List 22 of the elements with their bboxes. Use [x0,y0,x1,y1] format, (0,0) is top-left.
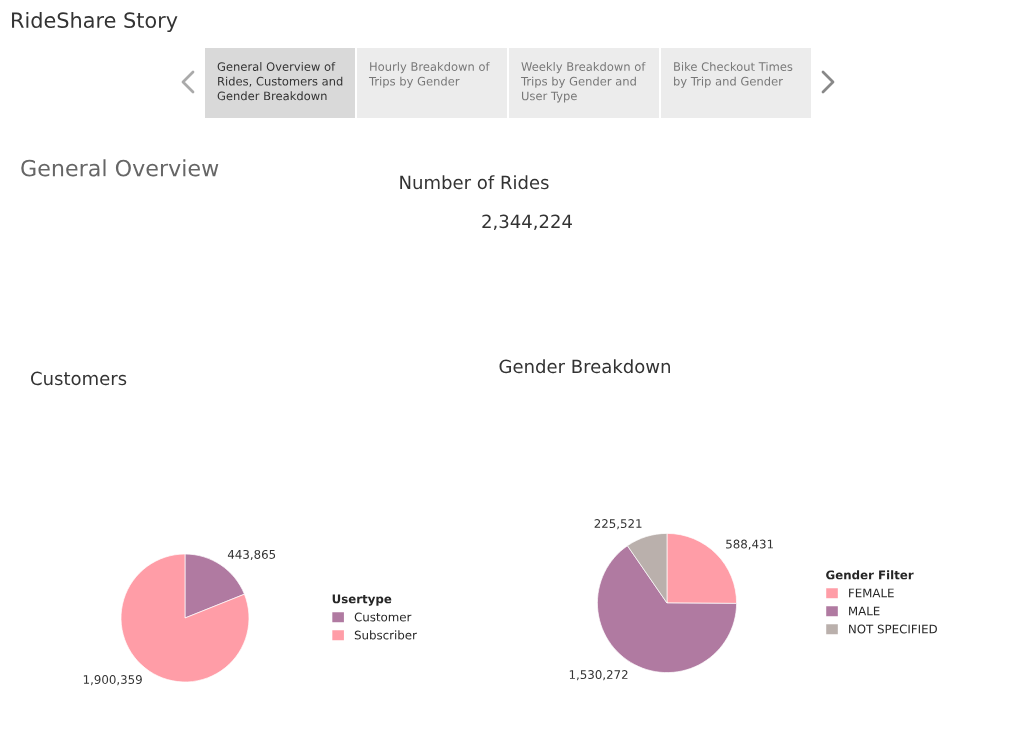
legend-label: FEMALE [849,588,894,598]
legend-title: Gender Filter [826,570,914,580]
text: RideShare Story [12,11,178,33]
data-label: 225,521 [594,519,642,530]
text: General Overview of Rides, Customers and Gender Breakdown [217,62,343,101]
text: General Overview [21,159,219,177]
text: Bike Checkout Times by Trip and Gender [674,62,793,88]
legend-title: Usertype [332,594,392,606]
legend-label: MALE [849,606,880,616]
text: Hourly Breakdown of Trips by Gender [368,62,490,88]
chart-title: Gender Breakdown [499,359,670,374]
text: 2,344,224 [482,214,572,231]
text: Number of Rides [400,175,549,190]
legend-label: Subscriber [354,630,417,640]
data-label: 1,530,272 [569,670,628,681]
legend-label: Customer [354,612,412,622]
chart-title: Customers [31,371,127,386]
data-label: 1,900,359 [83,675,142,686]
data-label: 588,431 [726,539,773,550]
legend-label: NOT SPECIFIED [849,624,937,634]
text: Weekly Breakdown of Trips by Gender and User Type [520,62,646,103]
data-label: 443,865 [227,549,276,561]
